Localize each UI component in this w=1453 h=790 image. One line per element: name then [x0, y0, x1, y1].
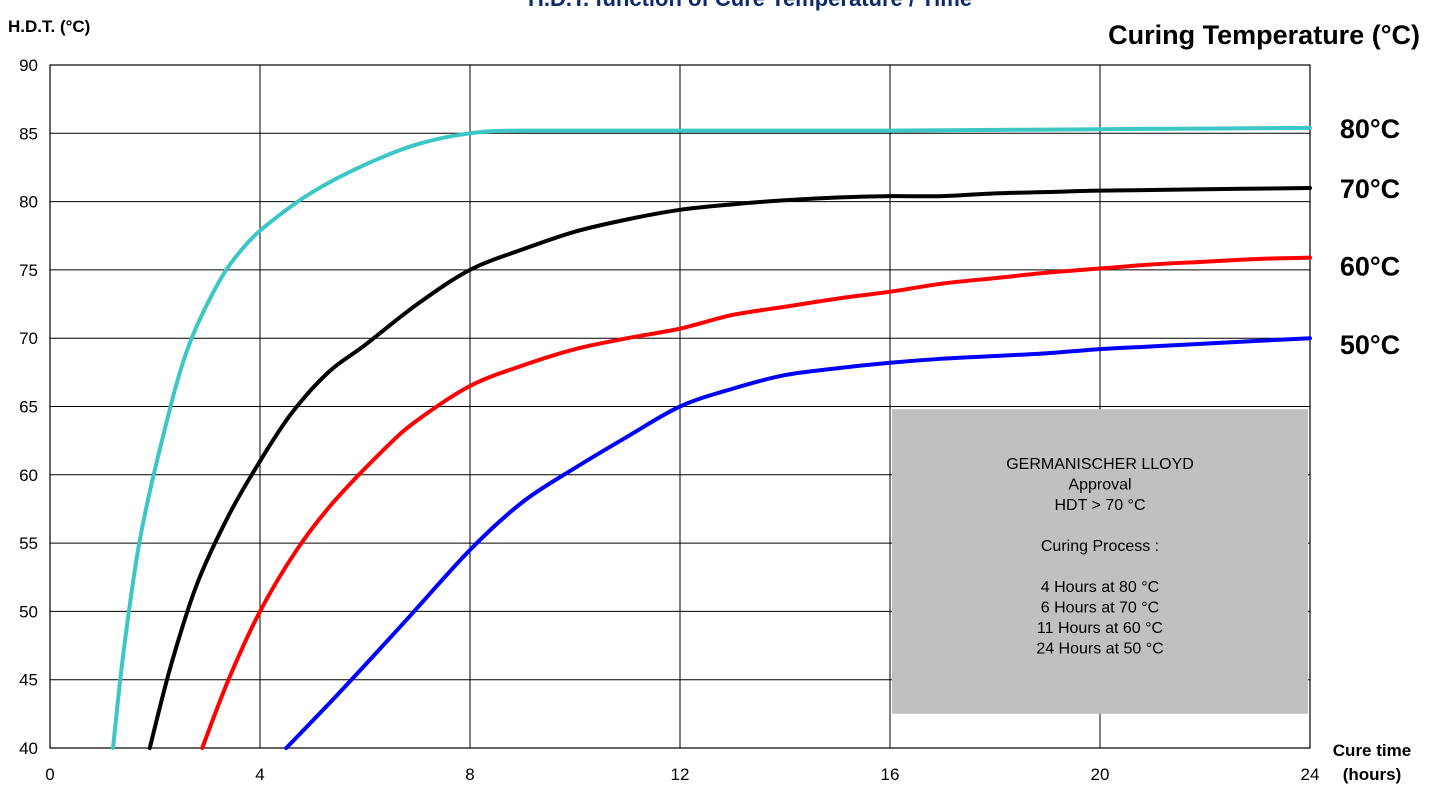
x-axis-title-line2: (hours)	[1343, 765, 1402, 784]
series-labels: 80°C 70°C 60°C 50°C	[1340, 114, 1400, 360]
y-tick-label: 90	[19, 56, 38, 75]
plot-border	[49, 64, 1311, 749]
y-tick-label: 60	[19, 466, 38, 485]
approval-note-line: HDT > 70 °C	[1054, 497, 1145, 514]
approval-note-line: Approval	[1068, 477, 1131, 494]
x-tick-label: 12	[671, 765, 690, 784]
x-axis-title-line1: Cure time	[1333, 741, 1411, 760]
series-label: 50°C	[1340, 330, 1400, 360]
approval-note-line: GERMANISCHER LLOYD	[1006, 456, 1194, 473]
series-label: 80°C	[1340, 114, 1400, 144]
y-tick-label: 80	[19, 193, 38, 212]
series-line-50c	[284, 336, 1312, 750]
y-axis-title: H.D.T. (°C)	[8, 17, 90, 36]
x-tick-label: 4	[255, 765, 264, 784]
approval-note-line: Curing Process :	[1041, 538, 1159, 555]
series-line-60c	[200, 255, 1312, 750]
tick-labels: 0 4 8 12 16 20 24 40 45 50 55 60 65 70 75 80 85 90	[19, 56, 1319, 784]
x-tick-label: 20	[1091, 765, 1110, 784]
y-tick-label: 70	[19, 329, 38, 348]
legend-title: Curing Temperature (°C)	[1108, 20, 1420, 50]
y-tick-label: 55	[19, 534, 38, 553]
annotation-box: GERMANISCHER LLOYD Approval HDT > 70 °C Cur…	[892, 409, 1308, 714]
x-tick-label: 0	[45, 765, 54, 784]
y-tick-label: 40	[19, 739, 38, 758]
y-tick-label: 50	[19, 602, 38, 621]
approval-note-line: 6 Hours at 70 °C	[1041, 600, 1159, 617]
series-line-80c	[111, 125, 1312, 750]
y-tick-label: 85	[19, 124, 38, 143]
series-lines	[111, 125, 1312, 750]
series-label: 60°C	[1340, 252, 1400, 282]
chart-title: H.D.T. function of Cure Temperature / Ti…	[528, 0, 972, 11]
y-tick-label: 45	[19, 671, 38, 690]
x-tick-label: 24	[1301, 765, 1320, 784]
approval-note-box	[892, 409, 1308, 714]
x-tick-label: 8	[465, 765, 474, 784]
series-line-70c	[147, 185, 1312, 750]
x-tick-label: 16	[881, 765, 900, 784]
y-tick-label: 75	[19, 261, 38, 280]
approval-note-line: 24 Hours at 50 °C	[1036, 641, 1163, 658]
approval-note-line: 4 Hours at 80 °C	[1041, 579, 1159, 596]
approval-note-line: 11 Hours at 60 °C	[1037, 620, 1163, 637]
series-label: 70°C	[1340, 174, 1400, 204]
y-tick-label: 65	[19, 398, 38, 417]
